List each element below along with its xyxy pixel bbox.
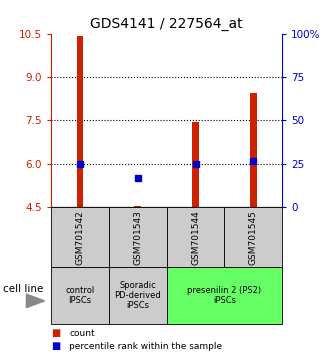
Text: Sporadic
PD-derived
iPSCs: Sporadic PD-derived iPSCs xyxy=(115,281,161,310)
Text: ■: ■ xyxy=(51,341,60,351)
Bar xyxy=(134,206,141,207)
Text: GSM701545: GSM701545 xyxy=(249,210,258,265)
Bar xyxy=(250,93,257,207)
Text: percentile rank within the sample: percentile rank within the sample xyxy=(69,342,222,351)
Title: GDS4141 / 227564_at: GDS4141 / 227564_at xyxy=(90,17,243,31)
Text: control
IPSCs: control IPSCs xyxy=(65,286,95,305)
Text: GSM701544: GSM701544 xyxy=(191,210,200,264)
Text: count: count xyxy=(69,329,95,338)
Bar xyxy=(192,122,199,207)
Text: ■: ■ xyxy=(51,329,60,338)
Bar xyxy=(77,36,83,207)
Text: cell line: cell line xyxy=(3,284,44,293)
Text: GSM701543: GSM701543 xyxy=(133,210,142,265)
Text: GSM701542: GSM701542 xyxy=(76,210,84,264)
Text: presenilin 2 (PS2)
iPSCs: presenilin 2 (PS2) iPSCs xyxy=(187,286,261,305)
